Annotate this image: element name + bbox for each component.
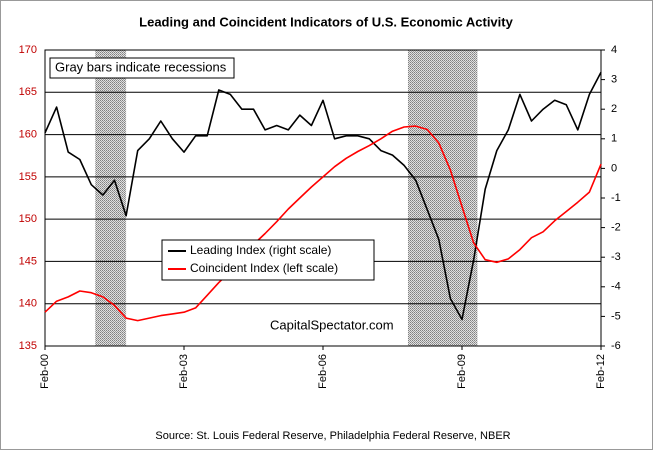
y-tick-label: 145 [19, 255, 37, 267]
x-tick-label: Feb-03 [178, 354, 190, 389]
y2-tick-label: 2 [611, 103, 617, 115]
x-tick-label: Feb-00 [39, 354, 51, 389]
source: Source: St. Louis Federal Reserve, Phila… [155, 430, 510, 442]
y2-tick-label: -6 [611, 340, 621, 352]
plot-border [44, 49, 602, 347]
x-tick-label: Feb-09 [456, 354, 468, 389]
annotation: Gray bars indicate recessions [55, 59, 227, 74]
y-tick-label: 140 [19, 298, 37, 310]
y2-tick-label: 0 [611, 162, 617, 174]
y2-tick-label: 4 [611, 44, 617, 56]
chart-title: Leading and Coincident Indicators of U.S… [139, 14, 513, 29]
y2-tick-label: -1 [611, 192, 621, 204]
series-line [44, 71, 602, 321]
y-tick-label: 170 [19, 44, 37, 56]
annotation-box [49, 57, 235, 79]
x-tick-label: Feb-06 [317, 354, 329, 389]
y2-tick-label: -4 [611, 281, 621, 293]
y2-tick-label: -2 [611, 222, 621, 234]
legend-label: Leading Index (right scale) [190, 243, 331, 257]
series-line [44, 125, 602, 322]
watermark: CapitalSpectator.com [270, 317, 394, 332]
y-tick-label: 135 [19, 340, 37, 352]
x-tick-label: Feb-12 [595, 354, 607, 389]
y2-tick-label: -3 [611, 251, 621, 263]
y-tick-label: 155 [19, 171, 37, 183]
y-tick-label: 165 [19, 86, 37, 98]
y2-tick-label: 1 [611, 133, 617, 145]
legend-label: Coincident Index (left scale) [190, 261, 338, 275]
legend-box [161, 239, 375, 281]
recession-band [407, 50, 478, 346]
y2-tick-label: -5 [611, 310, 621, 322]
y-tick-label: 150 [19, 213, 37, 225]
y-tick-label: 160 [19, 128, 37, 140]
y2-tick-label: 3 [611, 74, 617, 86]
